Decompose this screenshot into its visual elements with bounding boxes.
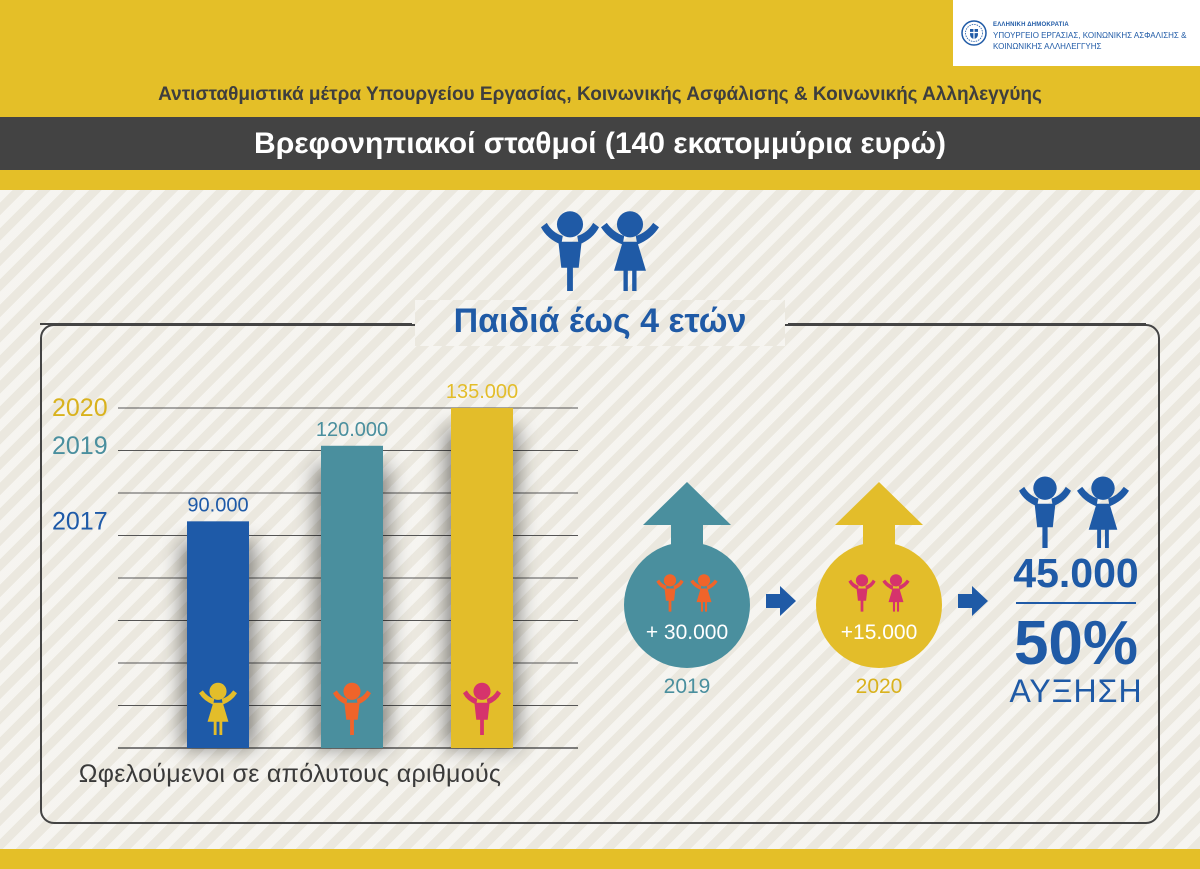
ministry-logo: ΕΛΛΗΝΙΚΗ ΔΗΜΟΚΡΑΤΙΑ ΥΠΟΥΡΓΕΙΟ ΕΡΓΑΣΙΑΣ, … <box>953 0 1200 66</box>
total-divider <box>1016 602 1136 604</box>
right-arrow-1 <box>766 586 796 616</box>
title-bar: Βρεφονηπιακοί σταθμοί (140 εκατομμύρια ε… <box>0 117 1200 170</box>
value-label-2017: 90.000 <box>187 494 248 516</box>
result-kid-icon <box>1077 476 1129 548</box>
panel-title: Παιδιά έως 4 ετών <box>453 302 747 340</box>
kids-header-icon <box>541 211 659 291</box>
bar-2019 <box>321 445 383 748</box>
logo-ministry-text-2: ΚΟΙΝΩΝΙΚΗΣ ΑΛΛΗΛΕΓΓΥΗΣ <box>993 42 1102 51</box>
panel-title-backdrop <box>415 300 785 346</box>
right-arrow-2 <box>958 586 988 616</box>
logo-republic-text: ΕΛΛΗΝΙΚΗ ΔΗΜΟΚΡΑΤΙΑ <box>993 22 1069 28</box>
x-axis-title: Ωφελούμενοι σε απόλυτους αριθμούς <box>78 760 502 788</box>
year-label-2019: 2019 <box>52 432 108 460</box>
bar-chart: 90.000 2017 120.000 2019 135.000 2020 <box>52 381 578 749</box>
increase-label: ΑΥΞΗΣΗ <box>1009 673 1143 709</box>
circle-2020 <box>816 542 942 668</box>
year-label-2020: 2020 <box>52 394 108 422</box>
up-arrow-2020 <box>835 482 923 545</box>
flow-step-2-year: 2020 <box>855 675 903 698</box>
result-kid-icon <box>1019 476 1071 548</box>
flow-step-1-value: + 30.000 <box>645 621 729 644</box>
circle-2019 <box>624 542 750 668</box>
ministry-title: Αντισταθμιστικά μέτρα Υπουργείου Εργασία… <box>158 84 1042 105</box>
main-title: Βρεφονηπιακοί σταθμοί (140 εκατομμύρια ε… <box>254 127 946 160</box>
growth-flow-diagram <box>624 476 1129 668</box>
logo-ministry-text-1: ΥΠΟΥΡΓΕΙΟ ΕΡΓΑΣΙΑΣ, ΚΟΙΝΩΝΙΚΗΣ ΑΣΦΑΛΙΣΗΣ… <box>993 31 1187 40</box>
year-label-2017: 2017 <box>52 507 108 535</box>
footer-band <box>0 849 1200 869</box>
flow-step-2-value: +15.000 <box>840 621 918 644</box>
flow-step-1-year: 2019 <box>663 675 711 698</box>
value-label-2020: 135.000 <box>446 381 518 403</box>
value-label-2019: 120.000 <box>316 419 388 441</box>
greek-emblem-icon <box>961 20 987 46</box>
up-arrow-2019 <box>643 482 731 545</box>
increase-percent: 50% <box>1013 609 1139 678</box>
total-value: 45.000 <box>1013 550 1139 596</box>
